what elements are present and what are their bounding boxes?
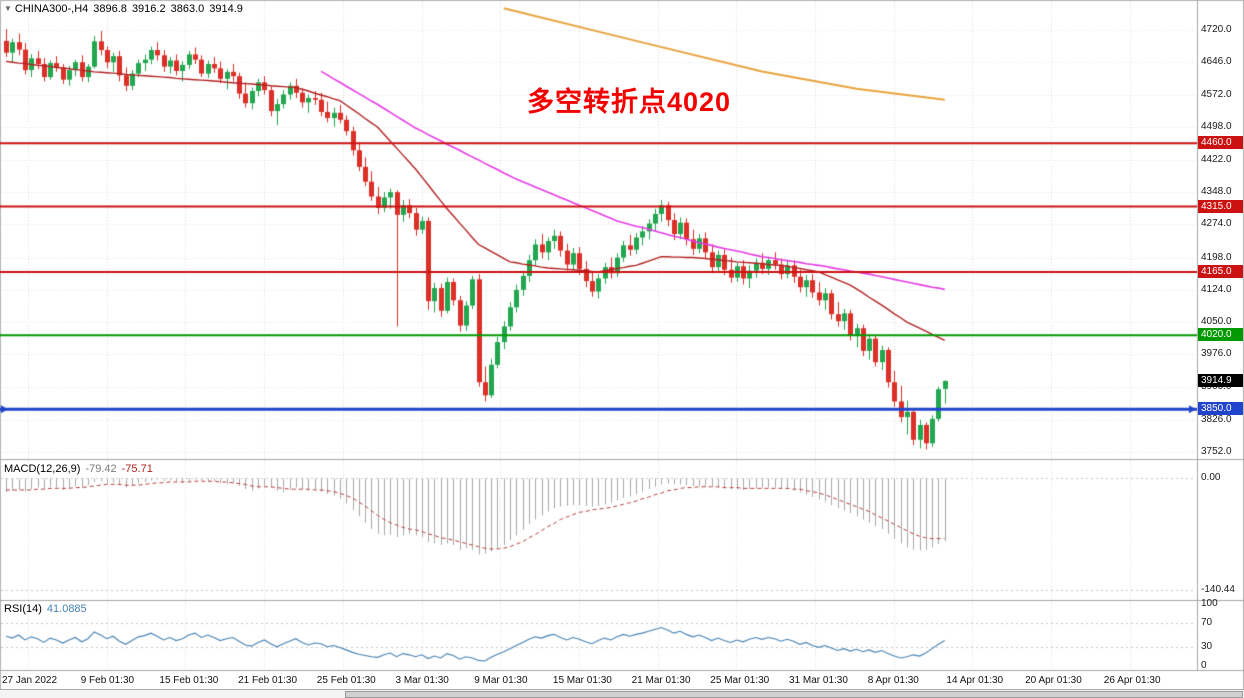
time-axis-label: 3 Mar 01:30: [395, 675, 449, 686]
time-axis-label: 21 Mar 01:30: [631, 675, 691, 686]
rsi-value: 41.0885: [46, 603, 87, 615]
price-axis-label: 4498.0: [1201, 120, 1232, 132]
price-axis-label: 4124.0: [1201, 283, 1232, 295]
time-axis-label: 9 Mar 01:30: [474, 675, 528, 686]
price-axis-label: 4422.0: [1201, 153, 1232, 165]
rsi-axis-label: 0: [1201, 660, 1207, 671]
time-axis-label: 31 Mar 01:30: [789, 675, 848, 686]
macd-axis-label: 0.00: [1201, 472, 1221, 483]
price-axis[interactable]: 4720.0 4646.0 4572.0 4498.0 4422.0 4348.0 4274…: [1198, 0, 1244, 688]
rsi-axis-label: 100: [1201, 598, 1218, 609]
last-price-badge: 3914.9: [1198, 373, 1243, 387]
symbol-header: ▼ CHINA300-,H4 3896.8 3916.2 3863.0 3914.9: [4, 3, 248, 15]
price-axis-label: 4274.0: [1201, 218, 1232, 230]
price-axis-label: 3826.0: [1201, 413, 1232, 425]
time-axis-label: 26 Apr 01:30: [1103, 675, 1161, 686]
rsi-label: RSI(14): [4, 603, 42, 615]
time-axis-label: 25 Mar 01:30: [710, 675, 770, 686]
ohlc-open: 3896.8: [93, 3, 127, 15]
scrollbar-thumb[interactable]: [345, 691, 1243, 698]
price-axis-label: 4050.0: [1201, 316, 1232, 328]
price-axis-label: 3976.0: [1201, 348, 1232, 360]
pivot-4020-badge: 4020.0: [1198, 328, 1243, 342]
price-axis-label: 4720.0: [1201, 24, 1232, 35]
ohlc-close: 3914.9: [209, 3, 243, 15]
macd-value: -79.42: [85, 463, 117, 475]
support-3850-badge: 3850.0: [1198, 402, 1243, 416]
time-axis-label: 9 Feb 01:30: [80, 675, 135, 686]
symbol-name: CHINA300-,H4: [14, 3, 89, 15]
time-axis-label: 15 Mar 01:30: [552, 675, 612, 686]
collapse-indicator-icon[interactable]: ▼: [4, 4, 12, 13]
time-axis-label: 8 Apr 01:30: [867, 675, 919, 686]
resistance-4165-badge: 4165.0: [1198, 264, 1243, 278]
time-axis-label: 15 Feb 01:30: [159, 675, 219, 686]
rsi-axis-label: 30: [1201, 641, 1213, 653]
price-axis-label: 3752.0: [1201, 446, 1232, 457]
rsi-axis-label: 70: [1201, 616, 1213, 628]
macd-label: MACD(12,26,9): [4, 463, 81, 475]
time-axis-label: 27 Jan 2022: [2, 675, 58, 686]
macd-indicator-header: MACD(12,26,9) -79.42 -75.71: [4, 463, 158, 475]
price-axis-label: 4198.0: [1201, 251, 1232, 263]
horizontal-scrollbar[interactable]: [0, 689, 1244, 698]
time-axis-label: 14 Apr 01:30: [946, 675, 1004, 686]
ohlc-high: 3916.2: [131, 3, 166, 15]
time-axis-label: 25 Feb 01:30: [316, 675, 376, 686]
price-axis-label: 4348.0: [1201, 186, 1232, 198]
price-axis-label: 4572.0: [1201, 88, 1232, 100]
price-axis-label: 3900.0: [1201, 381, 1232, 393]
rsi-indicator-header: RSI(14) 41.0885: [4, 603, 92, 615]
resistance-4460-badge: 4460.0: [1198, 136, 1243, 150]
time-axis-label: 21 Feb 01:30: [238, 675, 298, 686]
annotation-text[interactable]: 多空转折点4020: [527, 87, 732, 117]
time-axis-label: 20 Apr 01:30: [1025, 675, 1082, 686]
time-axis[interactable]: 27 Jan 2022 9 Feb 01:30 15 Feb 01:30 21 Feb…: [0, 672, 1197, 688]
price-axis-label: 4646.0: [1201, 56, 1232, 68]
macd-signal-value: -75.71: [121, 463, 153, 475]
resistance-4315-badge: 4315.0: [1198, 199, 1243, 213]
macd-axis-label: -140.44: [1201, 584, 1235, 595]
ohlc-low: 3863.0: [170, 3, 205, 15]
